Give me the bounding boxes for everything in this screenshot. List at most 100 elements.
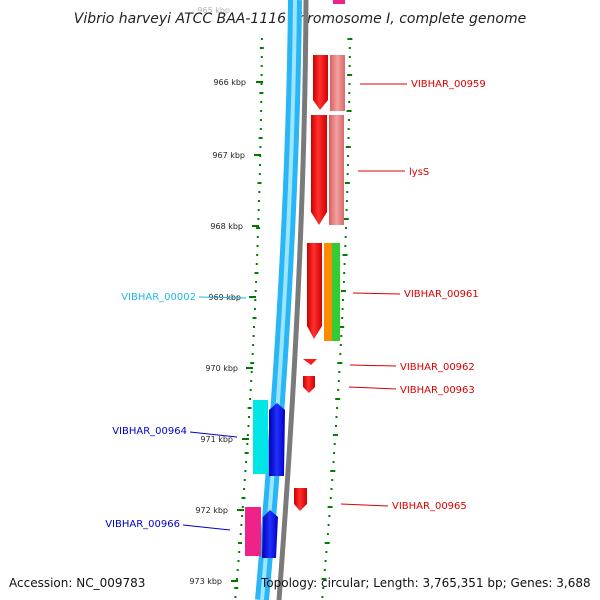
gc-skew-mark [344, 236, 347, 238]
gc-skew-mark [257, 218, 260, 220]
gene-feature-vibhar-00959[interactable] [313, 55, 328, 110]
gene-label-vibhar-00962[interactable]: VIBHAR_00962 [400, 362, 475, 373]
backbone-blue-outer [255, 0, 302, 600]
gc-skew-mark [329, 497, 332, 499]
gc-skew-mark [259, 128, 262, 130]
gc-skew-mark [341, 308, 344, 310]
gc-skew-mark [256, 254, 259, 256]
gc-skew-mark [348, 92, 351, 94]
gc-skew-mark [346, 191, 349, 193]
gene-feature-vibhar-00965[interactable] [294, 488, 307, 511]
gc-skew-mark [256, 245, 259, 247]
gc-skew-mark [348, 47, 351, 49]
gc-skew-mark [238, 551, 241, 553]
gene-feature-vibhar-00966[interactable] [262, 510, 278, 558]
gc-skew-mark [258, 191, 261, 193]
gc-skew-mark [254, 290, 257, 292]
gc-skew-mark [335, 416, 338, 418]
gc-skew-mark [333, 452, 336, 454]
gc-skew-mark [340, 335, 343, 337]
gc-skew-mark [338, 371, 341, 373]
gc-skew-mark [335, 425, 337, 427]
top-feature-fragment [333, 0, 345, 4]
tick-label: 970 kbp [205, 364, 238, 373]
gc-skew-mark [324, 560, 327, 562]
tick-label: 973 kbp [189, 577, 222, 586]
gc-skew-mark [321, 596, 324, 598]
gc-skew-mark [342, 254, 348, 256]
gc-skew-mark [348, 101, 351, 103]
gc-skew-mark [258, 173, 261, 175]
gene-feature-vibhar-00963[interactable] [303, 376, 315, 393]
gc-skew-mark [326, 533, 329, 535]
gene-feature-vibhar-00961-orange[interactable] [324, 243, 332, 341]
gene-feature-lyss[interactable] [311, 115, 327, 225]
gc-skew-mark [347, 119, 350, 121]
gc-skew-mark [250, 362, 255, 364]
gc-skew-mark [260, 110, 263, 112]
gc-skew-mark [260, 74, 263, 76]
gc-skew-mark [240, 524, 243, 526]
gene-feature-vibhar-00961[interactable] [307, 243, 322, 339]
gene-feature-vibhar-00964-cyan[interactable] [253, 400, 268, 474]
gc-skew-mark [346, 164, 349, 166]
gc-skew-mark [252, 335, 255, 337]
gene-feature-lyss-sub[interactable] [329, 115, 344, 225]
gene-feature-vibhar-00964[interactable] [269, 403, 285, 476]
gc-skew-mark [259, 92, 264, 94]
gc-skew-mark [342, 281, 345, 283]
gc-skew-mark [327, 506, 333, 508]
accession-text: Accession: NC_009783 [9, 576, 145, 590]
gene-feature-vibhar-00961-green[interactable] [332, 243, 340, 341]
gc-skew-mark [348, 65, 351, 67]
gc-skew-mark [250, 371, 253, 373]
gc-skew-mark [347, 38, 353, 40]
gene-label-lyss[interactable]: lysS [409, 167, 429, 178]
gene-label-vibhar-00002[interactable]: VIBHAR_00002 [121, 292, 196, 303]
gc-skew-mark [330, 488, 333, 490]
gc-skew-mark [257, 209, 260, 211]
gc-skew-mark [256, 227, 261, 229]
gc-skew-mark [337, 389, 340, 391]
gc-skew-mark [259, 146, 262, 148]
gene-label-vibhar-00961[interactable]: VIBHAR_00961 [404, 289, 479, 300]
gene-label-vibhar-00963[interactable]: VIBHAR_00963 [400, 385, 475, 396]
gc-skew-mark [323, 569, 326, 571]
gc-skew-mark [251, 353, 254, 355]
gc-skew-mark [260, 65, 263, 67]
gc-skew-mark [328, 515, 331, 517]
backbone-grey [276, 0, 309, 600]
gc-skew-mark [337, 380, 340, 382]
gene-labels: VIBHAR_00959 lysS VIBHAR_00961 VIBHAR_00… [105, 79, 486, 530]
gc-skew-mark [255, 263, 258, 265]
plus-strand-features [294, 55, 345, 511]
gc-skew-mark [241, 515, 244, 517]
gc-skew-mark [252, 317, 257, 319]
gc-skew-mark [325, 551, 328, 553]
gc-skew-mark [321, 578, 327, 580]
gene-label-vibhar-00965[interactable]: VIBHAR_00965 [392, 501, 467, 512]
gc-skew-mark [246, 434, 249, 436]
gc-skew-mark [250, 380, 253, 382]
gene-label-vibhar-00966[interactable]: VIBHAR_00966 [105, 519, 180, 530]
gc-skew-mark [339, 344, 342, 346]
gc-skew-mark [330, 470, 336, 472]
gene-feature-vibhar-00962[interactable] [303, 359, 317, 365]
gc-skew-mark [245, 461, 248, 463]
gc-skew-mark [345, 146, 351, 148]
gc-skew-mark [239, 533, 242, 535]
gc-skew-mark [260, 83, 263, 85]
gc-skew-mark [347, 155, 350, 157]
gene-label-vibhar-00964[interactable]: VIBHAR_00964 [112, 426, 187, 437]
gene-label-vibhar-00959[interactable]: VIBHAR_00959 [411, 79, 486, 90]
gc-skew-mark [244, 470, 247, 472]
gene-feature-vibhar-00959-sub[interactable] [330, 55, 345, 111]
gc-skew-mark [348, 83, 351, 85]
gc-skew-mark [337, 362, 343, 364]
gc-skew-mark [238, 542, 242, 544]
gene-feature-vibhar-00966-magenta[interactable] [245, 507, 261, 556]
gc-skew-mark [256, 236, 259, 238]
gc-skew-mark [243, 488, 246, 490]
gc-skew-mark [346, 173, 349, 175]
